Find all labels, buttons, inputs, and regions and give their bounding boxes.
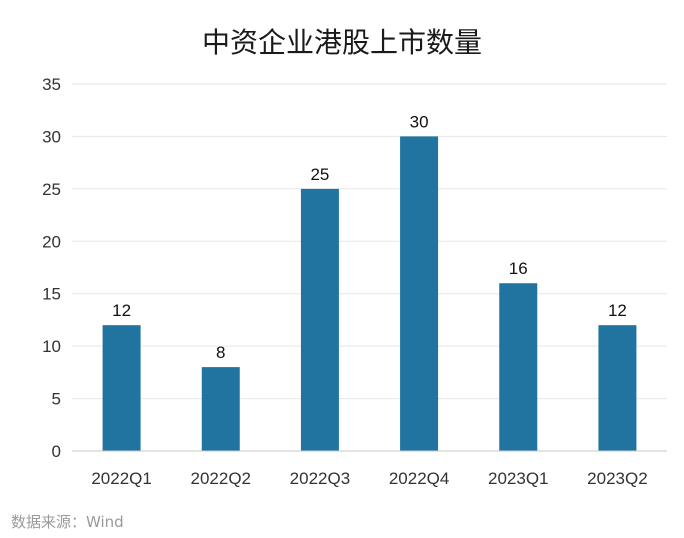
gridlines [72, 83, 667, 400]
chart-title: 中资企业港股上市数量 [202, 26, 482, 59]
bar-2022Q3 [300, 188, 339, 451]
y-tick-label: 20 [42, 232, 61, 251]
y-tick-label: 25 [42, 180, 61, 199]
data-label-2023Q1: 16 [509, 259, 528, 278]
data-label-2023Q2: 12 [608, 301, 627, 320]
y-tick-label: 30 [42, 127, 61, 146]
bars [102, 136, 637, 451]
x-tick-label: 2023Q1 [488, 469, 549, 488]
x-tick-label: 2023Q2 [587, 469, 648, 488]
x-tick-label: 2022Q3 [290, 469, 351, 488]
data-labels: 12 8 25 30 16 12 [112, 112, 627, 362]
data-label-2022Q4: 30 [410, 112, 429, 131]
x-tick-label: 2022Q2 [191, 469, 252, 488]
x-tick-label: 2022Q4 [389, 469, 450, 488]
y-tick-label: 5 [52, 390, 61, 409]
y-tick-label: 15 [42, 285, 61, 304]
bar-2022Q2 [201, 367, 240, 451]
y-axis-tick-labels: 0 5 10 15 20 25 30 35 [42, 75, 61, 461]
y-tick-label: 10 [42, 337, 61, 356]
y-tick-label: 35 [42, 75, 61, 94]
bar-2022Q1 [102, 325, 141, 451]
data-label-2022Q2: 8 [216, 343, 225, 362]
bar-2022Q4 [400, 136, 439, 451]
x-tick-label: 2022Q1 [91, 469, 152, 488]
bar-2023Q2 [598, 325, 637, 451]
bar-2023Q1 [499, 283, 538, 451]
y-tick-label: 0 [52, 442, 61, 461]
data-label-2022Q3: 25 [310, 165, 329, 184]
x-axis-category-labels: 2022Q1 2022Q2 2022Q3 2022Q4 2023Q1 2023Q2 [91, 469, 647, 488]
data-label-2022Q1: 12 [112, 301, 131, 320]
source-note: 数据来源：Wind [11, 513, 124, 531]
